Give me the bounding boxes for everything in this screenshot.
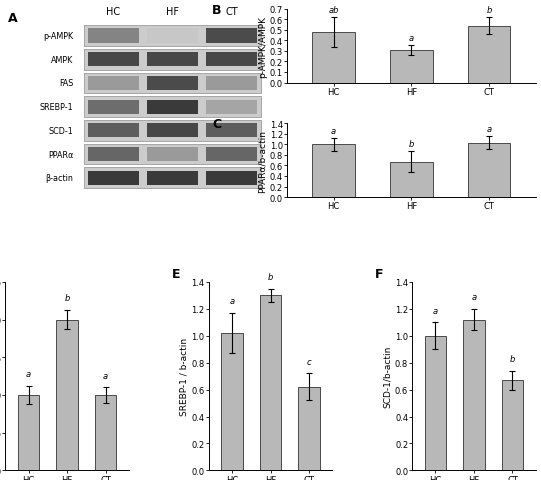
- Text: SREBP-1: SREBP-1: [39, 103, 73, 112]
- Bar: [206, 100, 258, 115]
- Text: A: A: [8, 12, 18, 24]
- Bar: [147, 77, 198, 91]
- Text: HC: HC: [106, 7, 121, 17]
- Bar: [312, 145, 355, 198]
- Y-axis label: SCD-1/b-actin: SCD-1/b-actin: [383, 345, 392, 408]
- Text: a: a: [229, 297, 235, 306]
- Text: a: a: [103, 371, 108, 380]
- Bar: [260, 296, 281, 470]
- Bar: [88, 147, 139, 162]
- Text: a: a: [433, 306, 438, 315]
- Text: b: b: [486, 6, 492, 15]
- Bar: [147, 171, 198, 185]
- Text: a: a: [471, 293, 477, 301]
- Bar: [84, 168, 261, 189]
- Bar: [206, 29, 258, 44]
- Text: C: C: [212, 118, 221, 131]
- Text: b: b: [64, 294, 70, 302]
- Bar: [206, 53, 258, 67]
- Bar: [88, 29, 139, 44]
- Bar: [147, 147, 198, 162]
- Bar: [88, 77, 139, 91]
- Text: a: a: [331, 127, 336, 136]
- Bar: [88, 124, 139, 138]
- Bar: [88, 100, 139, 115]
- Text: B: B: [212, 4, 222, 17]
- Text: E: E: [172, 267, 180, 280]
- Y-axis label: PPARα/b-actin: PPARα/b-actin: [258, 130, 267, 192]
- Bar: [206, 77, 258, 91]
- Text: HF: HF: [166, 7, 179, 17]
- Bar: [95, 395, 116, 470]
- Bar: [467, 144, 510, 198]
- Text: b: b: [408, 140, 414, 149]
- Y-axis label: SREBP-1 / b-actin: SREBP-1 / b-actin: [180, 337, 189, 415]
- Bar: [84, 50, 261, 71]
- Bar: [390, 51, 433, 84]
- Bar: [84, 26, 261, 47]
- Text: SCD-1: SCD-1: [49, 127, 73, 135]
- Bar: [463, 320, 485, 470]
- Bar: [425, 336, 446, 470]
- Bar: [147, 100, 198, 115]
- Bar: [84, 121, 261, 142]
- Bar: [84, 73, 261, 94]
- Text: a: a: [486, 125, 492, 134]
- Text: CT: CT: [226, 7, 238, 17]
- Bar: [147, 53, 198, 67]
- Bar: [88, 53, 139, 67]
- Bar: [502, 380, 523, 470]
- Text: AMPK: AMPK: [51, 56, 73, 65]
- Text: F: F: [375, 267, 384, 280]
- Text: ab: ab: [328, 6, 339, 15]
- Bar: [88, 171, 139, 185]
- Text: FAS: FAS: [59, 79, 73, 88]
- Text: PPARα: PPARα: [48, 150, 73, 159]
- Bar: [147, 124, 198, 138]
- Text: a: a: [26, 370, 31, 379]
- Text: p-AMPK: p-AMPK: [43, 32, 73, 41]
- Bar: [299, 387, 320, 470]
- Bar: [312, 33, 355, 84]
- Text: b: b: [268, 273, 273, 281]
- Bar: [147, 29, 198, 44]
- Bar: [221, 334, 242, 470]
- Bar: [84, 144, 261, 165]
- Text: a: a: [408, 34, 414, 42]
- Y-axis label: p-AMPK/AMPK: p-AMPK/AMPK: [258, 15, 267, 77]
- Text: β-actin: β-actin: [45, 174, 73, 183]
- Bar: [56, 320, 78, 470]
- Bar: [467, 26, 510, 84]
- Bar: [206, 171, 258, 185]
- Text: b: b: [510, 355, 515, 363]
- Bar: [390, 162, 433, 198]
- Bar: [18, 395, 39, 470]
- Text: c: c: [307, 357, 311, 366]
- Bar: [206, 124, 258, 138]
- Bar: [206, 147, 258, 162]
- Bar: [84, 97, 261, 118]
